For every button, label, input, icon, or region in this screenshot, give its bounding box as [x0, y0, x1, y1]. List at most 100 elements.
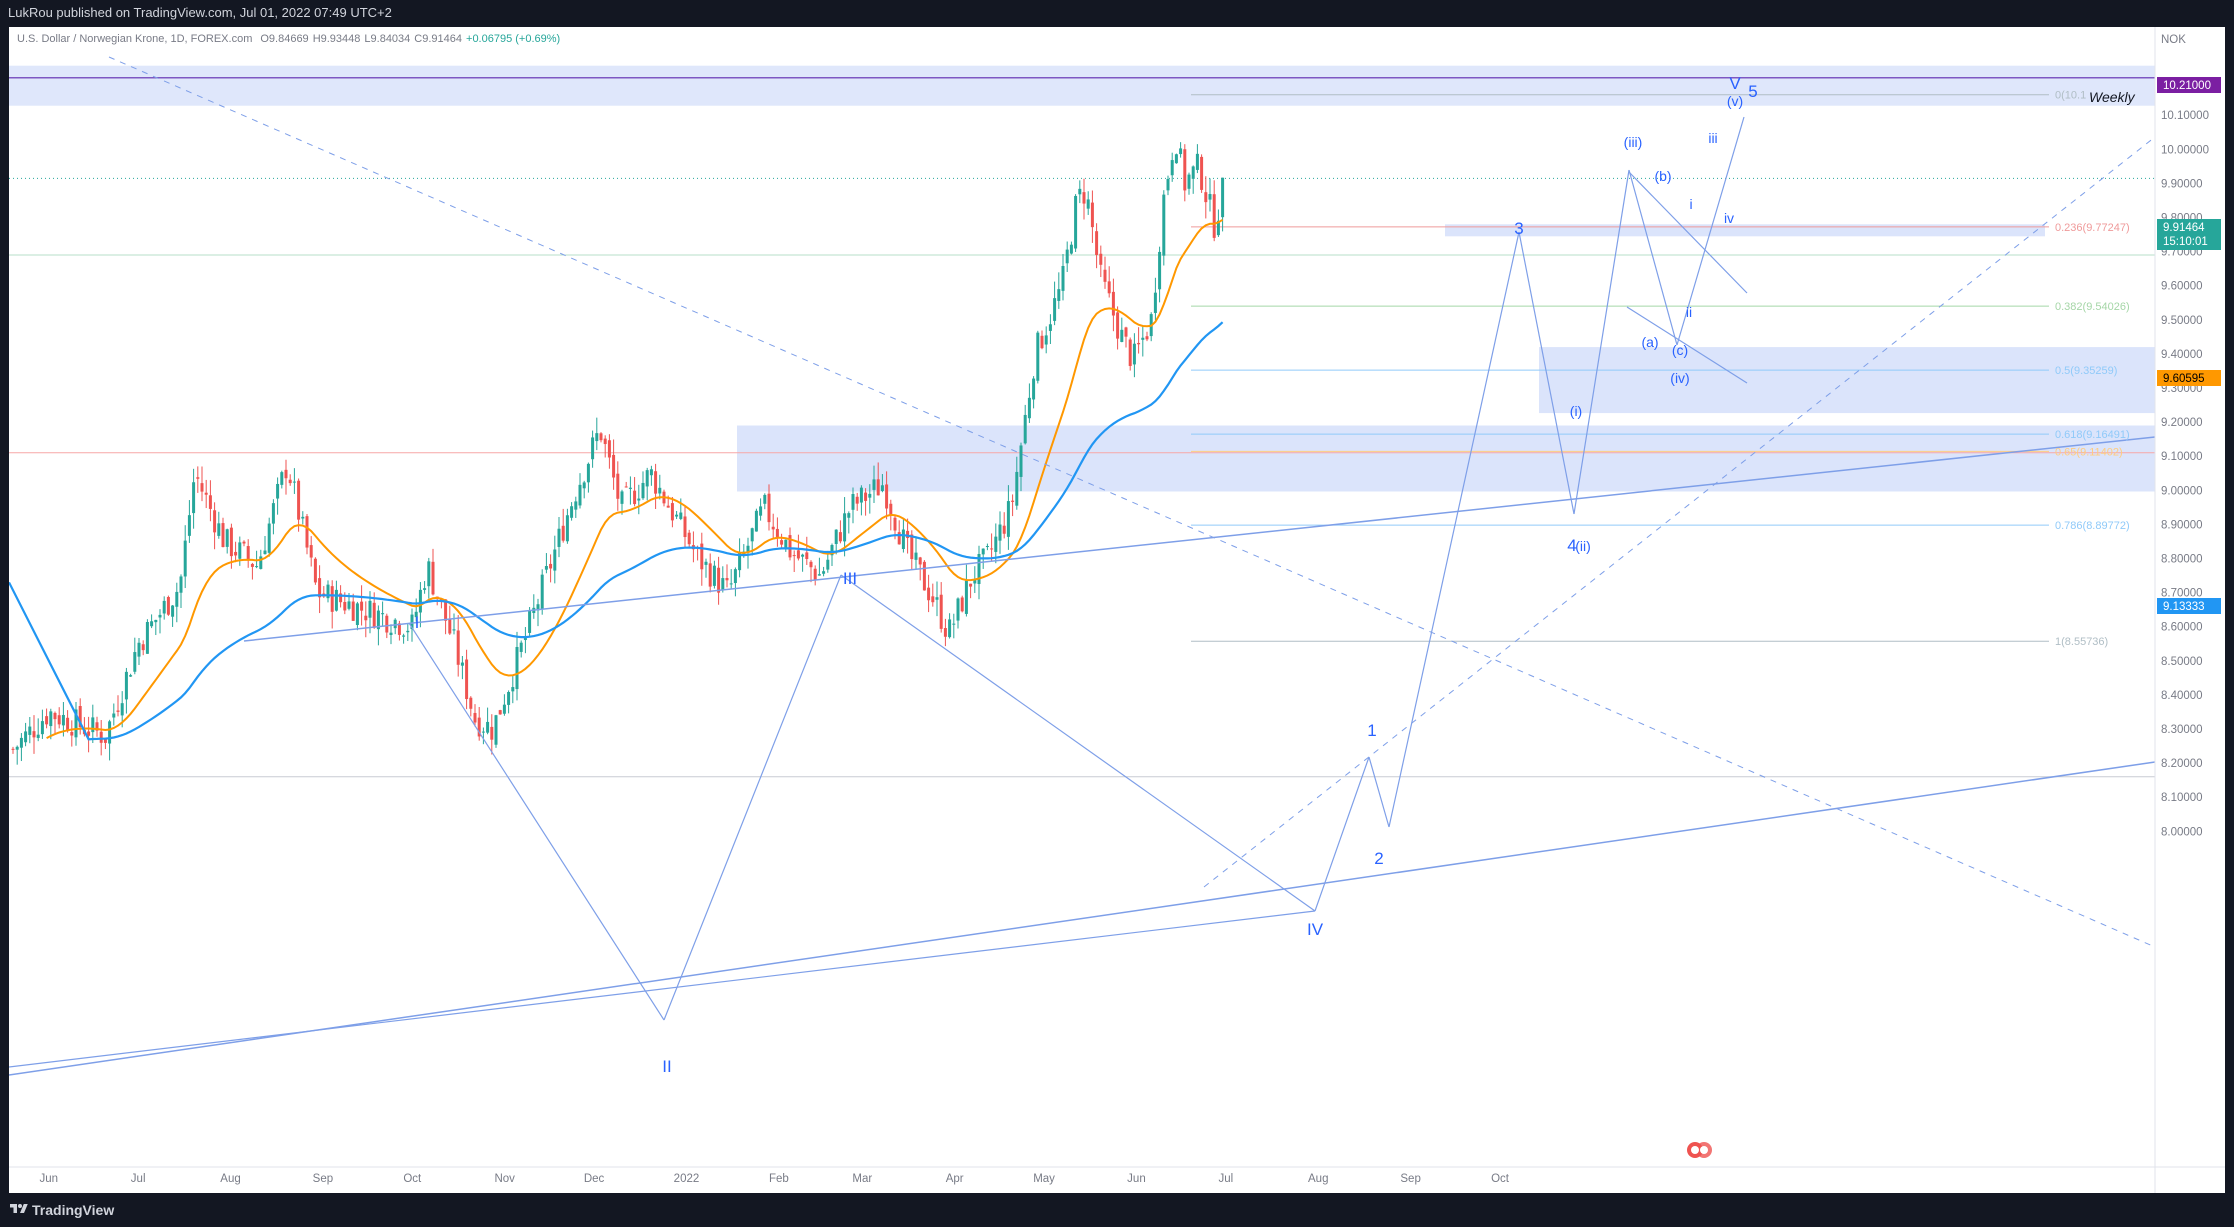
candle-body: [183, 540, 187, 577]
candle-body: [250, 563, 254, 567]
candle-body: [746, 545, 750, 553]
candle-body: [15, 746, 19, 750]
price-tag-ema-fast-text: 9.60595: [2163, 373, 2205, 385]
candle-body: [666, 505, 670, 508]
candle-body: [969, 583, 973, 587]
candle-body: [822, 571, 826, 574]
candle-body: [1137, 342, 1141, 345]
candle-body: [1019, 445, 1023, 477]
candle-body: [637, 498, 641, 501]
candle-body: [1170, 160, 1174, 176]
candle-body: [889, 503, 893, 515]
candle-body: [616, 473, 620, 499]
legend-open: O9.84669: [260, 33, 308, 45]
candle-body: [973, 579, 977, 584]
candle-body: [679, 512, 683, 519]
candle-body: [145, 621, 149, 654]
candle-body: [1095, 231, 1099, 255]
candle-body: [603, 438, 607, 445]
candle-body: [469, 697, 473, 709]
candle-body: [414, 611, 418, 618]
candle-body: [221, 523, 225, 548]
drawings-layer: [9, 56, 2156, 1076]
candle-body: [729, 583, 733, 585]
candle-body: [544, 566, 548, 570]
legend: U.S. Dollar / Norwegian Krone, 1D, FOREX…: [17, 33, 560, 45]
chart-area[interactable]: I II III IV V 1 2 3 4 5 (i) (ii) (iii) (iv) (v) (a) (b)(…: [9, 27, 2225, 1193]
candle-body: [843, 513, 847, 542]
chart-svg[interactable]: IIIIIIIVV12345(i)(ii)(iii)(iv)(v)(a)(b)(…: [9, 27, 2225, 1193]
candle-body: [620, 491, 624, 504]
candle-body: [1015, 471, 1019, 506]
time-axis[interactable]: Jun Jul Aug Sep Oct Nov Dec 2022 Feb Mar Apr May Jun…: [39, 1173, 1509, 1185]
moving-averages-layer: [9, 218, 1224, 741]
candle-body: [872, 479, 876, 490]
candle-body: [313, 558, 317, 583]
zone-weekly: [9, 65, 2155, 106]
wave-label: (ii): [1575, 538, 1591, 554]
price-axis[interactable]: 8.00000 8.10000 8.20000 8.30000 8.40000 8.500…: [2161, 110, 2209, 838]
candle-body: [355, 603, 359, 625]
candle-body: [641, 482, 645, 499]
candle-body: [418, 589, 422, 613]
price-tick-label: 9.90000: [2161, 178, 2203, 190]
candle-body: [498, 710, 502, 715]
wave-label: (i): [1570, 403, 1582, 419]
ema-fast-line: [46, 218, 1224, 739]
wave-path-line: [840, 574, 1316, 912]
event-flags-icon[interactable]: [1687, 1142, 1712, 1158]
wave-label: i: [1689, 196, 1692, 212]
candle-body: [675, 514, 679, 517]
candle-body: [981, 548, 985, 555]
price-tick-label: 8.60000: [2161, 622, 2203, 634]
time-tick-label: May: [1033, 1173, 1055, 1185]
candle-body: [423, 588, 427, 590]
candle-body: [654, 471, 658, 494]
candle-body: [255, 566, 259, 568]
candle-body: [700, 543, 704, 570]
candle-body: [805, 552, 809, 559]
candle-body: [137, 642, 141, 657]
candle-body: [960, 597, 964, 612]
candle-body: [910, 534, 914, 560]
candle-body: [112, 713, 116, 718]
legend-close: C9.91464: [414, 33, 462, 45]
candle-body: [208, 495, 212, 509]
candle-body: [1145, 336, 1149, 340]
candle-body: [582, 482, 586, 489]
candle-body: [1204, 192, 1208, 203]
candle-body: [519, 642, 523, 652]
price-tick-label: 9.20000: [2161, 417, 2203, 429]
candle-body: [1065, 249, 1069, 264]
candle-body: [847, 513, 851, 518]
candle-body: [586, 463, 590, 483]
candle-body: [1032, 378, 1036, 400]
candle-body: [708, 563, 712, 587]
candle-body: [876, 479, 880, 496]
candle-body: [271, 503, 275, 524]
candle-body: [360, 601, 364, 611]
candle-body: [179, 576, 183, 593]
candle-body: [1053, 298, 1057, 321]
candle-body: [108, 721, 112, 744]
candle-body: [154, 619, 158, 623]
candle-body: [175, 591, 179, 607]
wave-label: (b): [1654, 168, 1671, 184]
candle-body: [40, 721, 44, 735]
candle-body: [658, 487, 662, 494]
price-tick-label: 9.00000: [2161, 485, 2203, 497]
candle-body: [397, 623, 401, 635]
legend-change: +0.06795 (+0.69%): [466, 33, 560, 45]
candle-body: [801, 554, 805, 557]
candle-body: [284, 469, 288, 479]
price-tick-label: 8.70000: [2161, 588, 2203, 600]
tradingview-logo-icon[interactable]: [10, 1202, 28, 1216]
tradingview-brand[interactable]: TradingView: [32, 1202, 115, 1218]
candle-body: [536, 604, 540, 611]
legend-high: H9.93448: [313, 33, 361, 45]
candle-body: [763, 494, 767, 504]
candle-body: [591, 437, 595, 460]
candle-body: [91, 717, 95, 733]
candle-body: [66, 717, 70, 732]
candle-body: [704, 561, 708, 565]
